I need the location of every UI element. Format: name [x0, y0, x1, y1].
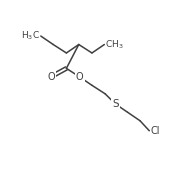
Text: S: S — [112, 99, 119, 109]
Text: H$_3$C: H$_3$C — [21, 30, 40, 42]
Text: O: O — [76, 72, 83, 82]
Text: Cl: Cl — [150, 126, 160, 136]
Text: CH$_3$: CH$_3$ — [105, 38, 124, 51]
Text: O: O — [47, 72, 55, 82]
